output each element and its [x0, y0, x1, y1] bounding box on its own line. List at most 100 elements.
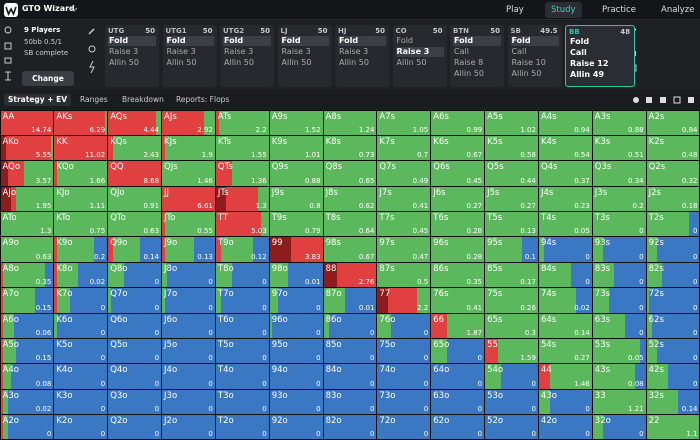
- hand-cell[interactable]: Q5o 0: [108, 338, 162, 364]
- hand-cell[interactable]: 63o 0: [431, 389, 485, 415]
- hand-cell[interactable]: KTo 0.75: [54, 212, 108, 237]
- hand-cell[interactable]: 97s 0.47: [377, 237, 431, 262]
- hand-cell[interactable]: 22 1.1: [646, 415, 700, 440]
- hand-cell[interactable]: Q4o 0: [108, 364, 162, 389]
- hand-cell[interactable]: 93o 0: [269, 389, 323, 415]
- hand-cell[interactable]: 82s 0: [646, 262, 700, 288]
- hand-cell[interactable]: 73s 0: [592, 288, 646, 313]
- hand-cell[interactable]: Q9s 0.88: [269, 161, 323, 186]
- hand-cell[interactable]: T4s 0.05: [538, 212, 592, 237]
- hand-cell[interactable]: 94s 0: [538, 237, 592, 262]
- hand-cell[interactable]: 55 1.59: [485, 338, 538, 364]
- hand-cell[interactable]: 76s 0.41: [431, 288, 485, 313]
- hand-cell[interactable]: K9s 1.01: [269, 135, 323, 161]
- hand-cell[interactable]: A8s 1.24: [323, 110, 377, 135]
- action-option[interactable]: Raise 12: [570, 59, 609, 68]
- hand-cell[interactable]: T8s 0.64: [323, 212, 377, 237]
- hand-cell[interactable]: A3o 0.02: [0, 389, 54, 415]
- hand-cell[interactable]: 65s 0.3: [485, 313, 538, 338]
- action-option[interactable]: Raise 8: [454, 58, 484, 67]
- hand-cell[interactable]: KQo 1.66: [54, 161, 108, 186]
- hand-cell[interactable]: 65o 0: [431, 338, 485, 364]
- position-card[interactable]: UTG 50 Fold Raise 3 Allin 50: [105, 25, 159, 87]
- hand-cell[interactable]: J7s 0.41: [377, 186, 431, 212]
- hand-cell[interactable]: J4o 0: [162, 364, 215, 389]
- hand-cell[interactable]: 94o 0: [269, 364, 323, 389]
- hand-cell[interactable]: 86s 0.35: [431, 262, 485, 288]
- hand-cell[interactable]: A4s 0.94: [538, 110, 592, 135]
- hand-cell[interactable]: 88 2.76: [323, 262, 377, 288]
- position-card[interactable]: HJ 50 Fold Raise 3 Allin 50: [335, 25, 389, 87]
- tab[interactable]: Strategy + EV: [4, 94, 72, 106]
- change-button[interactable]: Change: [22, 71, 74, 86]
- hand-cell[interactable]: T5o 0: [215, 338, 269, 364]
- position-card[interactable]: BTN 50 Fold Call Raise 8 Allin 50: [450, 25, 504, 87]
- nav-item[interactable]: Practice: [602, 5, 636, 15]
- hand-cell[interactable]: K8o 0.02: [54, 262, 108, 288]
- hand-cell[interactable]: K3s 0.51: [592, 135, 646, 161]
- hand-cell[interactable]: 32o 0: [592, 415, 646, 440]
- hand-cell[interactable]: QJs 1.46: [162, 161, 215, 186]
- position-card[interactable]: LJ 50 Fold Raise 3 Allin 50: [277, 25, 332, 87]
- nav-item[interactable]: Study: [545, 2, 582, 18]
- hand-cell[interactable]: 72o 0: [377, 415, 431, 440]
- hand-cell[interactable]: A8o 0.35: [0, 262, 54, 288]
- action-option[interactable]: Fold: [223, 36, 271, 46]
- hand-cell[interactable]: T7o 0: [215, 288, 269, 313]
- hand-cell[interactable]: A4o 0.08: [0, 364, 54, 389]
- hand-cell[interactable]: T9o 0.12: [215, 237, 269, 262]
- action-option[interactable]: Call: [570, 48, 587, 57]
- hand-cell[interactable]: JJ 6.61: [162, 186, 215, 212]
- hand-cell[interactable]: Q4s 0.37: [538, 161, 592, 186]
- hand-cell[interactable]: 63s 0: [592, 313, 646, 338]
- tab[interactable]: Reports: Flops: [176, 95, 230, 104]
- action-option[interactable]: Fold: [280, 36, 329, 46]
- hand-cell[interactable]: 32s 0.14: [646, 389, 700, 415]
- hand-cell[interactable]: 74s 0.02: [538, 288, 592, 313]
- hand-cell[interactable]: Q9o 0.14: [108, 237, 162, 262]
- action-option[interactable]: Allin 49: [570, 70, 605, 79]
- hand-cell[interactable]: J6o 0: [162, 313, 215, 338]
- hand-cell[interactable]: 74o 0: [377, 364, 431, 389]
- hand-cell[interactable]: 96o 0: [269, 313, 323, 338]
- hand-cell[interactable]: 97o 0: [269, 288, 323, 313]
- hand-cell[interactable]: J4s 0.23: [538, 186, 592, 212]
- hand-cell[interactable]: 54o 0: [485, 364, 538, 389]
- hand-cell[interactable]: A5o 0.15: [0, 338, 54, 364]
- hand-cell[interactable]: A9o 0.63: [0, 237, 54, 262]
- hand-cell[interactable]: 83s 0: [592, 262, 646, 288]
- action-option[interactable]: Fold: [396, 36, 414, 45]
- hand-cell[interactable]: K2s 0.48: [646, 135, 700, 161]
- position-card[interactable]: SB 49.5 Fold Call Raise 10 Allin 50: [507, 25, 562, 87]
- action-option[interactable]: Fold: [108, 36, 156, 46]
- position-card[interactable]: BB 48 Fold Call Raise 12 Allin 49: [565, 25, 635, 87]
- hand-cell[interactable]: T7s 0.45: [377, 212, 431, 237]
- position-card[interactable]: UTG2 50 Fold Raise 3 Allin 50: [220, 25, 274, 87]
- hand-cell[interactable]: K6o 0: [54, 313, 108, 338]
- hand-cell[interactable]: T3o 0: [215, 389, 269, 415]
- hand-cell[interactable]: J6s 0.27: [431, 186, 485, 212]
- hand-cell[interactable]: KK 11.02: [54, 135, 108, 161]
- action-option[interactable]: Allin 50: [109, 58, 139, 67]
- hand-cell[interactable]: K4s 0.54: [538, 135, 592, 161]
- hand-cell[interactable]: ATo 1.3: [0, 212, 54, 237]
- hand-cell[interactable]: 85o 0: [323, 338, 377, 364]
- hand-cell[interactable]: AQo 3.57: [0, 161, 54, 186]
- hand-cell[interactable]: A2s 0.84: [646, 110, 700, 135]
- action-option[interactable]: Allin 50: [339, 58, 369, 67]
- hand-cell[interactable]: 85s 0.17: [485, 262, 538, 288]
- hand-cell[interactable]: K7o 0: [54, 288, 108, 313]
- hand-cell[interactable]: 75s 0.26: [485, 288, 538, 313]
- hand-cell[interactable]: 43s 0.08: [592, 364, 646, 389]
- hand-cell[interactable]: JTo 0.55: [162, 212, 215, 237]
- hand-cell[interactable]: Q3s 0.34: [592, 161, 646, 186]
- hand-cell[interactable]: KTs 1.55: [215, 135, 269, 161]
- hand-cell[interactable]: T3s 0: [592, 212, 646, 237]
- action-option[interactable]: Call: [454, 47, 469, 56]
- action-option[interactable]: Allin 50: [454, 69, 484, 78]
- hand-cell[interactable]: 52o 0: [485, 415, 538, 440]
- hand-cell[interactable]: AJo 1.95: [0, 186, 54, 212]
- hand-cell[interactable]: Q7s 0.49: [377, 161, 431, 186]
- action-option[interactable]: Raise 3: [395, 47, 444, 57]
- hand-cell[interactable]: 82o 0: [323, 415, 377, 440]
